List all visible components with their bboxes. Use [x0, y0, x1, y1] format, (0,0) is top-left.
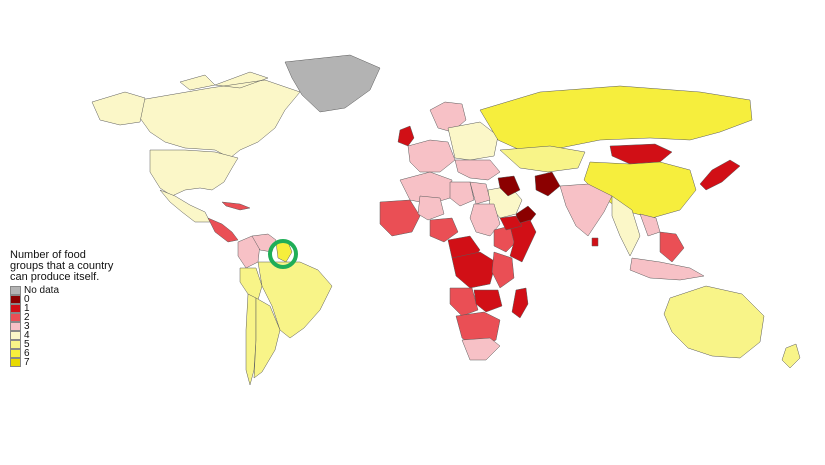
legend: Number of food groups that a country can… [10, 250, 160, 368]
region-new-zealand [781, 343, 801, 369]
region-egypt [469, 181, 491, 205]
region-afghanistan [534, 171, 561, 197]
region-east-africa [491, 251, 515, 289]
region-eastern-europe [447, 121, 499, 161]
legend-label: 0 [24, 294, 30, 305]
region-alaska [91, 91, 146, 126]
region-russia [479, 85, 753, 151]
legend-item: 4 [10, 330, 160, 341]
region-iraq [497, 175, 521, 197]
region-western-europe [407, 139, 456, 173]
legend-item: 1 [10, 303, 160, 314]
region-thailand [639, 213, 661, 237]
legend-swatch [10, 349, 21, 358]
region-united-kingdom [397, 125, 415, 147]
legend-title-line: groups that a country [10, 260, 114, 272]
region-cuba [221, 201, 251, 211]
legend-title-line: can produce itself. [10, 271, 100, 283]
region-sudan [469, 203, 501, 237]
legend-swatch [10, 313, 21, 322]
region-japan [699, 159, 741, 191]
region-sri-lanka [591, 237, 599, 247]
region-mongolia [609, 143, 673, 165]
region-peru [239, 267, 263, 301]
region-central-america [207, 217, 239, 243]
legend-item: 6 [10, 348, 160, 359]
legend-swatch [10, 358, 21, 367]
region-kazakhstan [499, 145, 586, 173]
region-united-states [149, 149, 239, 197]
region-scandinavia [429, 101, 467, 133]
region-libya [449, 181, 475, 207]
region-south-africa [461, 337, 501, 361]
legend-label: 6 [24, 348, 30, 359]
region-southeast-asia [611, 195, 641, 257]
region-zambia [473, 289, 503, 313]
region-madagascar [511, 287, 529, 319]
legend-item: 3 [10, 321, 160, 332]
legend-label: No data [24, 285, 60, 296]
region-middle-east [454, 159, 501, 181]
legend-item: 5 [10, 339, 160, 350]
legend-label: 4 [24, 330, 30, 341]
legend-label: 5 [24, 339, 30, 350]
legend-label: 7 [24, 357, 30, 368]
region-dr-congo [451, 251, 497, 289]
region-canada [139, 71, 301, 159]
region-greenland [284, 54, 381, 113]
region-angola [449, 287, 479, 317]
region-yemen [499, 215, 523, 231]
legend-label: 3 [24, 321, 30, 332]
legend-title-line: Number of food [10, 249, 86, 261]
highlight-ring [268, 239, 298, 269]
legend-swatch [10, 331, 21, 340]
region-indonesia [629, 257, 705, 281]
region-india [559, 183, 613, 237]
region-australia [663, 285, 765, 359]
region-mali [417, 195, 445, 221]
region-mexico [159, 189, 211, 223]
legend-item: 7 [10, 357, 160, 368]
legend-swatch [10, 286, 21, 295]
legend-label: 1 [24, 303, 30, 314]
region-nigeria [429, 217, 459, 243]
legend-title: Number of food groups that a country can… [10, 250, 160, 283]
region-argentina [253, 297, 281, 379]
region-philippines [659, 231, 685, 263]
legend-swatch [10, 295, 21, 304]
region-somalia [509, 219, 537, 263]
legend-item: No data [10, 285, 160, 296]
region-brazil [257, 261, 333, 339]
legend-swatch [10, 304, 21, 313]
region-west-africa [379, 199, 421, 237]
legend-swatch [10, 322, 21, 331]
legend-swatch [10, 340, 21, 349]
legend-label: 2 [24, 312, 30, 323]
legend-item: 0 [10, 294, 160, 305]
legend-item: 2 [10, 312, 160, 323]
